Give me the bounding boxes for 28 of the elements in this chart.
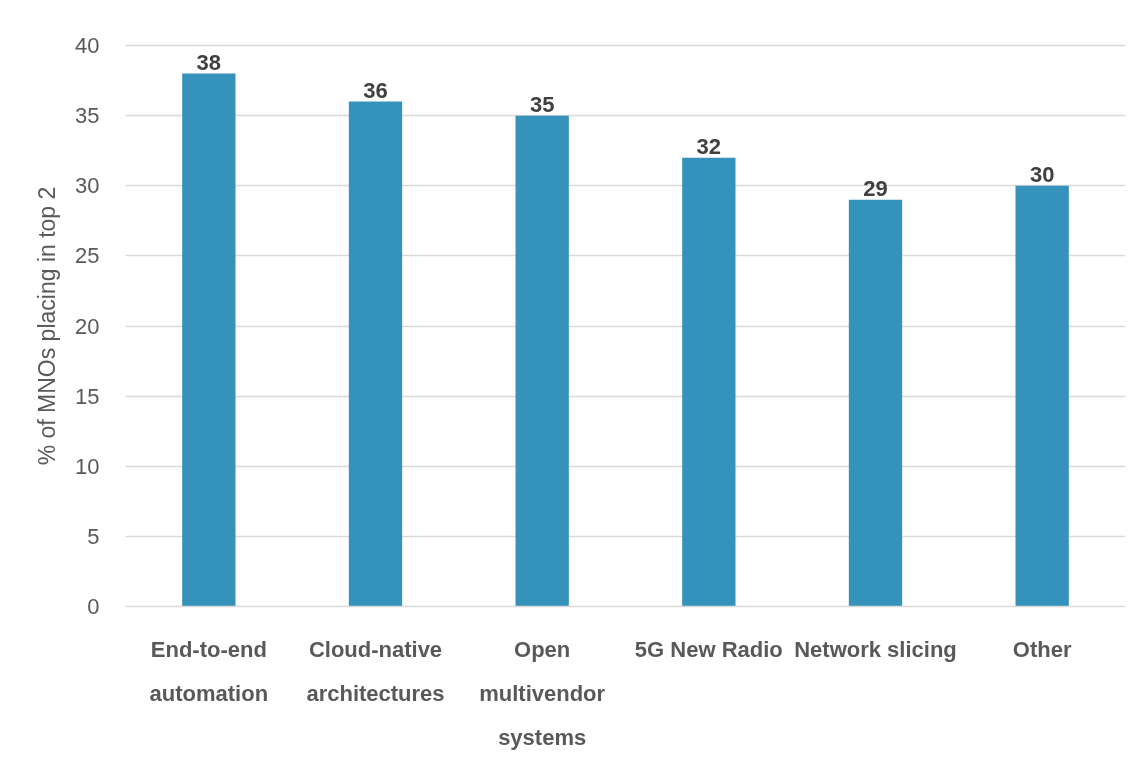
- x-tick-label: 5G New Radio: [634, 636, 783, 662]
- bar: [182, 73, 236, 607]
- data-label: 38: [196, 49, 222, 75]
- y-tick-label: 0: [87, 594, 100, 619]
- bar: [1015, 185, 1069, 607]
- y-tick-label: 20: [75, 313, 100, 339]
- x-tick-label: Other: [1012, 636, 1072, 662]
- y-tick-label: 10: [75, 453, 100, 479]
- y-axis-title: % of MNOs placing in top 2: [34, 186, 61, 466]
- bar: [515, 115, 569, 607]
- y-tick-label: 40: [75, 33, 100, 58]
- data-label: 32: [696, 133, 722, 159]
- data-label: 29: [863, 175, 888, 201]
- y-tick-label: 30: [75, 173, 100, 199]
- data-label: 36: [363, 77, 388, 103]
- x-tick-label: Open multivendor systems: [479, 636, 606, 750]
- y-tick-label: 35: [75, 103, 100, 129]
- bar: [848, 199, 903, 607]
- y-tick-label: 25: [75, 243, 100, 269]
- y-tick-label: 15: [75, 383, 100, 409]
- data-label: 30: [1029, 161, 1055, 187]
- y-tick-label: 5: [87, 523, 100, 549]
- x-tick-label: Cloud-native architectures: [306, 636, 445, 706]
- bar: [682, 157, 736, 607]
- x-tick-label: Network slicing: [794, 636, 957, 662]
- data-label: 35: [529, 91, 555, 117]
- x-tick-label: End-to-end automation: [149, 636, 269, 706]
- bar: [348, 101, 403, 607]
